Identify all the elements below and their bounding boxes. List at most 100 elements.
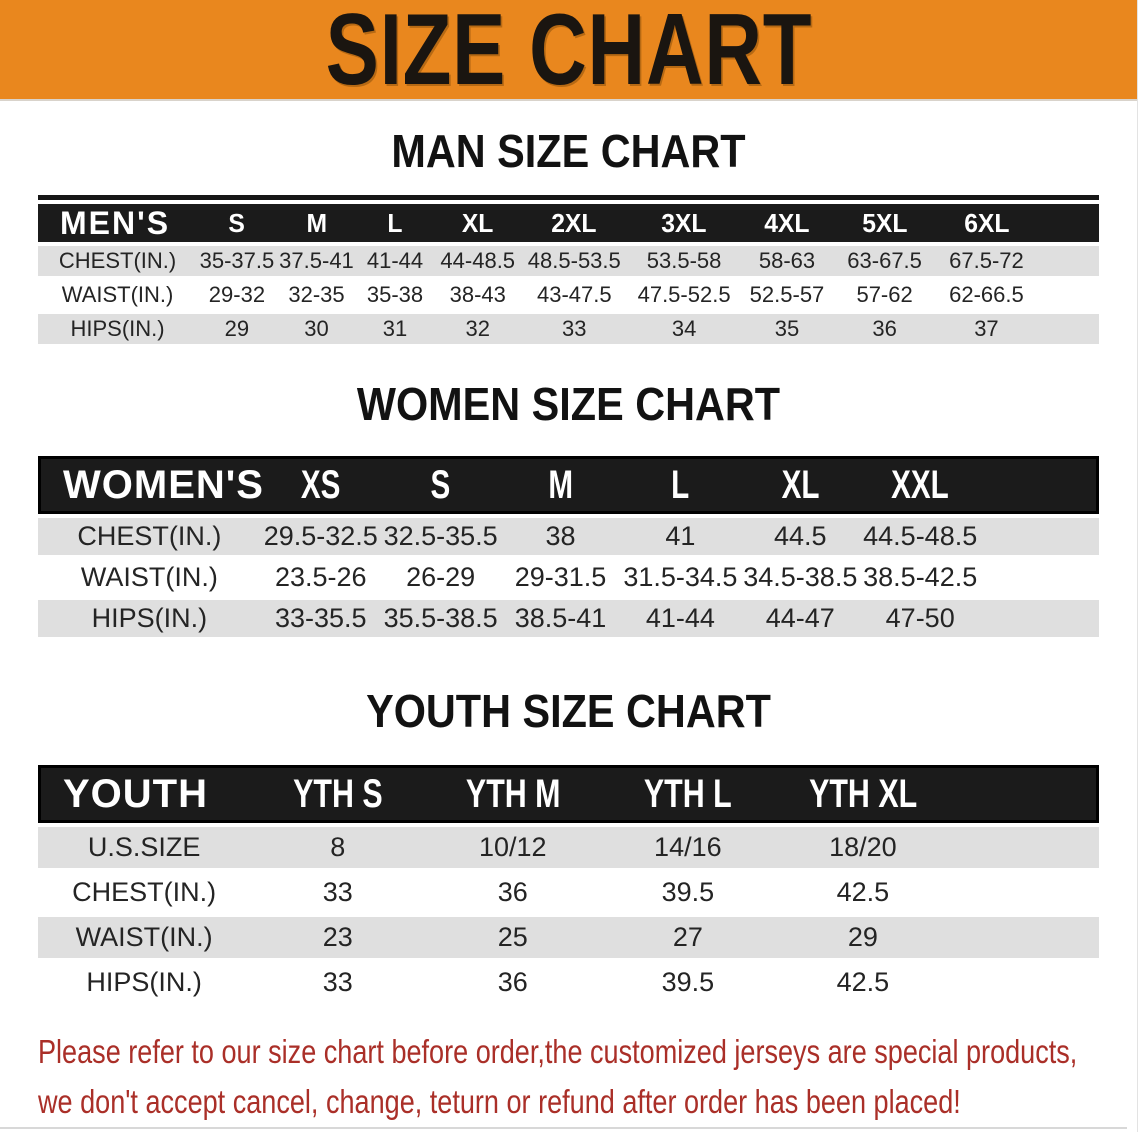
measurement-row: WAIST(IN.) 29-32 32-35 35-38 38-43 43-47.5 47.… [38, 280, 1099, 310]
size-value-cell: 37 [936, 314, 1037, 344]
row-label: WAIST(IN.) [38, 280, 198, 310]
youth-table-zone: YOUTH YTH S YTH M YTH L YTH XL U.S.SIZE 8 10/12… [38, 761, 1099, 1007]
row-spacer-cell [980, 600, 1099, 637]
column-header-text: M [306, 207, 327, 238]
row-label: WAIST(IN.) [38, 559, 261, 596]
column-header: M [276, 204, 357, 242]
column-header-text: 3XL [661, 207, 707, 238]
women-section-title: WOMEN SIZE CHART [356, 378, 781, 430]
size-value-cell: 14/16 [600, 827, 776, 868]
row-label: HIPS(IN.) [38, 962, 251, 1003]
size-value-cell: 39.5 [600, 872, 776, 913]
youth-size-section: YOUTH SIZE CHART YOUTH YTH S YTH M YTH L YTH… [0, 685, 1137, 1007]
row-spacer-cell [1036, 246, 1099, 276]
women-size-table: WOMEN'S XS S M L XL XXL CHEST(IN.) 29.5-32.5 32.5… [38, 452, 1099, 641]
size-value-cell: 29 [197, 314, 277, 344]
row-label: U.S.SIZE [38, 827, 251, 868]
column-header: S [197, 204, 277, 242]
size-value-cell: 23.5-26 [260, 559, 381, 596]
column-header: 2XL [521, 204, 627, 242]
header-band-row: MEN'S S M L XL 2XL 3XL 4XL 5XL 6XL [38, 204, 1099, 242]
size-value-cell: 41-44 [356, 246, 434, 276]
youth-section-title: YOUTH SIZE CHART [366, 685, 771, 737]
size-value-cell: 35 [741, 314, 833, 344]
size-value-cell: 58-63 [741, 246, 833, 276]
measurement-row: HIPS(IN.) 33 36 39.5 42.5 [38, 962, 1099, 1003]
women-table-zone: WOMEN'S XS S M L XL XXL CHEST(IN.) 29.5-32.5 32.5… [38, 452, 1099, 641]
column-header: XL [433, 204, 522, 242]
size-value-cell: 34 [626, 314, 742, 344]
size-value-cell: 47.5-52.5 [626, 280, 742, 310]
column-header: M [500, 456, 621, 514]
measurement-row: WAIST(IN.) 23 25 27 29 [38, 917, 1099, 958]
size-value-cell: 63-67.5 [832, 246, 937, 276]
column-header: YTH L [600, 765, 776, 823]
measurement-row: HIPS(IN.) 33-35.5 35.5-38.5 38.5-41 41-44 44-… [38, 600, 1099, 637]
size-value-cell: 36 [425, 962, 601, 1003]
size-value-cell: 39.5 [600, 962, 776, 1003]
row-spacer-cell [1036, 280, 1099, 310]
row-label: HIPS(IN.) [38, 600, 261, 637]
column-header: YTH M [425, 765, 601, 823]
column-header: L [620, 456, 741, 514]
column-header: 4XL [741, 204, 833, 242]
size-value-cell: 30 [276, 314, 357, 344]
column-header-text: XXL [891, 462, 949, 507]
column-header-text: L [671, 462, 690, 507]
header-band-row: WOMEN'S XS S M L XL XXL [38, 456, 1099, 514]
column-header: YTH S [250, 765, 426, 823]
women-size-section: WOMEN SIZE CHART WOMEN'S XS S M L XL XXL CHEST(… [0, 378, 1137, 641]
size-value-cell: 38-43 [433, 280, 522, 310]
size-value-cell: 32-35 [276, 280, 357, 310]
size-value-cell: 34.5-38.5 [740, 559, 861, 596]
size-value-cell: 23 [250, 917, 426, 958]
disclaimer-line-2: we don't accept cancel, change, teturn o… [38, 1083, 961, 1120]
size-value-cell: 18/20 [775, 827, 951, 868]
men-section-title: MAN SIZE CHART [391, 125, 746, 177]
size-value-cell: 29-31.5 [500, 559, 621, 596]
size-value-cell: 62-66.5 [936, 280, 1037, 310]
size-value-cell: 47-50 [860, 600, 981, 637]
column-header-text: 6XL [963, 207, 1010, 238]
row-spacer-cell [1036, 314, 1099, 344]
header-spacer-cell [1036, 204, 1099, 242]
youth-size-table: YOUTH YTH S YTH M YTH L YTH XL U.S.SIZE 8 10/12… [38, 761, 1099, 1007]
size-value-cell: 36 [832, 314, 937, 344]
column-header-text: 2XL [551, 207, 597, 238]
column-header: YTH XL [775, 765, 951, 823]
size-value-cell: 35-38 [356, 280, 434, 310]
size-value-cell: 38.5-42.5 [860, 559, 981, 596]
row-spacer-cell [950, 917, 1099, 958]
column-header: XS [260, 456, 381, 514]
size-value-cell: 35.5-38.5 [380, 600, 501, 637]
size-value-cell: 10/12 [425, 827, 601, 868]
size-value-cell: 44.5 [740, 518, 861, 555]
column-header: XXL [860, 456, 981, 514]
column-header: L [356, 204, 434, 242]
column-header-text: XL [461, 207, 494, 238]
corner-label: MEN'S [38, 204, 198, 242]
size-value-cell: 29-32 [197, 280, 277, 310]
disclaimer-line-1: Please refer to our size chart before or… [38, 1033, 1078, 1070]
size-value-cell: 42.5 [775, 872, 951, 913]
men-table-zone: MEN'S S M L XL 2XL 3XL 4XL 5XL 6XL CHEST(IN.) 35-37… [38, 195, 1099, 348]
column-header-text: YTH XL [808, 771, 917, 816]
size-value-cell: 41 [620, 518, 741, 555]
row-label: CHEST(IN.) [38, 246, 198, 276]
measurement-row: U.S.SIZE 8 10/12 14/16 18/20 [38, 827, 1099, 868]
corner-label: WOMEN'S [38, 456, 263, 514]
column-header: 6XL [936, 204, 1037, 242]
size-value-cell: 32.5-35.5 [380, 518, 501, 555]
column-header-text: YTH M [465, 771, 561, 816]
size-value-cell: 52.5-57 [741, 280, 833, 310]
row-spacer-cell [950, 827, 1099, 868]
column-header-text: YTH L [643, 771, 732, 816]
row-label: CHEST(IN.) [38, 518, 261, 555]
men-size-section: MAN SIZE CHART MEN'S S M L XL 2XL 3XL 4XL 5XL 6XL… [0, 125, 1137, 348]
size-value-cell: 53.5-58 [626, 246, 742, 276]
measurement-row: CHEST(IN.) 29.5-32.5 32.5-35.5 38 41 44.5 44.5… [38, 518, 1099, 555]
row-label: CHEST(IN.) [38, 872, 251, 913]
row-spacer-cell [980, 518, 1099, 555]
column-header-text: L [387, 207, 403, 238]
row-spacer-cell [950, 872, 1099, 913]
